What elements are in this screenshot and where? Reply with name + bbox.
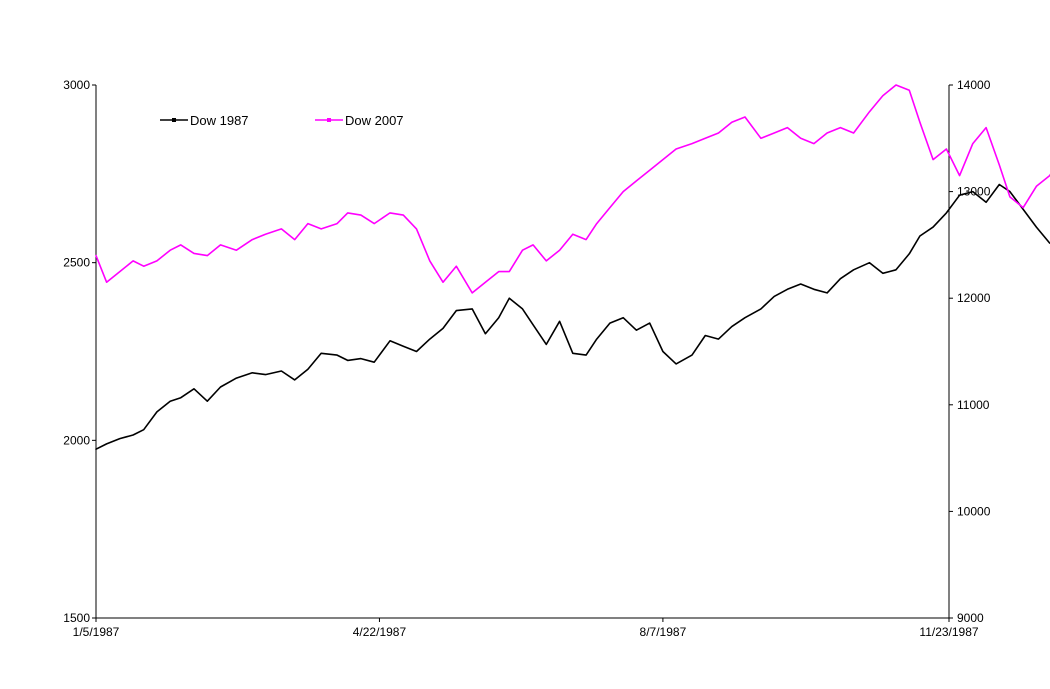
right-y-tick-label: 10000 bbox=[957, 504, 991, 518]
plot-frame bbox=[95, 85, 950, 619]
right-y-tick-label: 14000 bbox=[957, 78, 991, 92]
left-y-axis-ticks: 1500 2000 2500 3000 bbox=[63, 78, 96, 625]
x-axis-ticks: 1/5/1987 4/22/1987 8/7/1987 11/23/1987 bbox=[73, 618, 979, 639]
series-line-dow-1987 bbox=[95, 183, 1050, 451]
series-layer bbox=[95, 84, 1050, 451]
left-y-tick-label: 1500 bbox=[63, 611, 90, 625]
legend: Dow 1987 Dow 2007 bbox=[160, 113, 404, 128]
left-y-tick-label: 2500 bbox=[63, 256, 90, 270]
x-tick-label: 4/22/1987 bbox=[353, 625, 407, 639]
x-tick-label: 1/5/1987 bbox=[73, 625, 120, 639]
left-y-tick-label: 2000 bbox=[63, 433, 90, 447]
legend-marker bbox=[327, 118, 331, 122]
series-line-dow-2007 bbox=[95, 84, 1050, 294]
legend-label: Dow 1987 bbox=[190, 113, 249, 128]
legend-marker bbox=[172, 118, 176, 122]
x-tick-label: 8/7/1987 bbox=[640, 625, 687, 639]
right-y-tick-label: 12000 bbox=[957, 291, 991, 305]
x-tick-label: 11/23/1987 bbox=[919, 625, 978, 639]
legend-label: Dow 2007 bbox=[345, 113, 404, 128]
right-y-tick-label: 9000 bbox=[957, 611, 984, 625]
right-y-tick-label: 11000 bbox=[957, 398, 990, 412]
left-y-tick-label: 3000 bbox=[63, 78, 90, 92]
